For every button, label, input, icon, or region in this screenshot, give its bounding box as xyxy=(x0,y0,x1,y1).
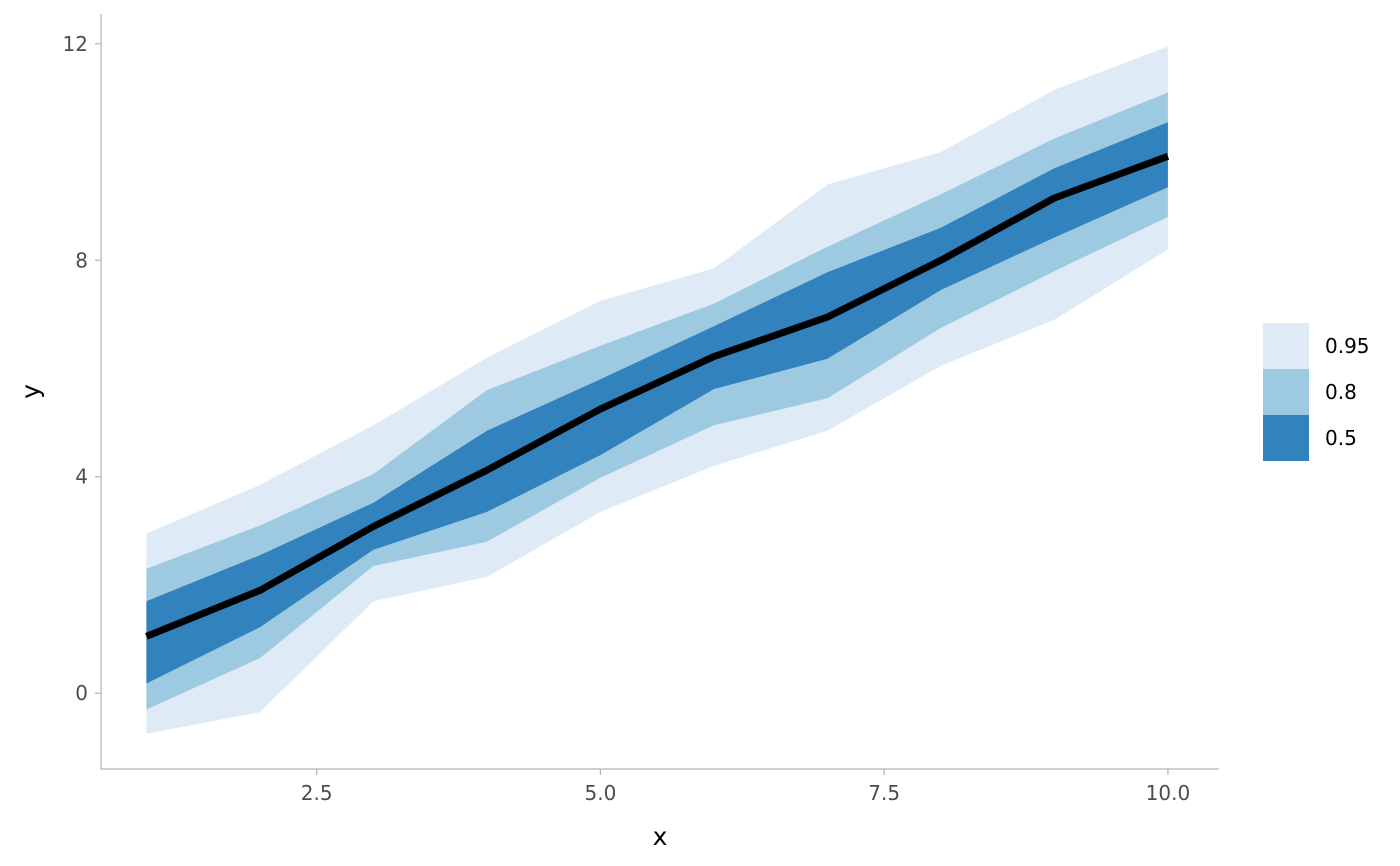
y-tick-label: 8 xyxy=(75,248,88,272)
legend-label: 0.95 xyxy=(1325,334,1370,358)
legend-key-0-8 xyxy=(1263,369,1309,415)
x-axis-title: x xyxy=(653,822,668,851)
legend: 0.95 0.8 0.5 xyxy=(1263,323,1370,461)
band-0-5 xyxy=(146,122,1168,684)
y-axis-ticks: 0 4 8 12 xyxy=(63,32,101,705)
axes: 2.5 5.0 7.5 10.0 0 4 8 12 xyxy=(63,14,1219,805)
legend-label: 0.8 xyxy=(1325,380,1357,404)
legend-key-0-5 xyxy=(1263,415,1309,461)
x-tick-label: 7.5 xyxy=(868,781,900,805)
legend-key-0-95 xyxy=(1263,323,1309,369)
y-tick-label: 12 xyxy=(63,32,88,56)
median-line xyxy=(145,153,1170,640)
x-tick-label: 5.0 xyxy=(585,781,617,805)
y-tick-label: 0 xyxy=(75,681,88,705)
y-axis-title: y xyxy=(16,384,45,399)
x-tick-label: 10.0 xyxy=(1146,781,1191,805)
x-tick-label: 2.5 xyxy=(301,781,333,805)
y-tick-label: 4 xyxy=(75,465,88,489)
median-line-layer xyxy=(145,153,1170,640)
interval-bands xyxy=(146,46,1168,734)
legend-label: 0.5 xyxy=(1325,426,1357,450)
x-axis-ticks: 2.5 5.0 7.5 10.0 xyxy=(301,769,1190,805)
